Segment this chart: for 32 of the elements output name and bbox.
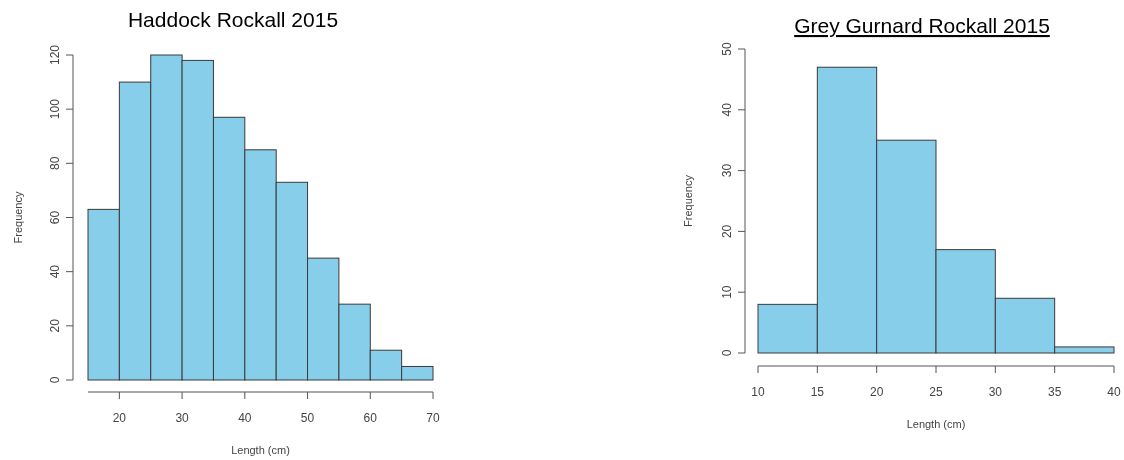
y-tick-label: 40: [48, 264, 62, 279]
y-axis-title: Frequency: [682, 174, 694, 227]
x-tick-label: 35: [1047, 385, 1062, 399]
x-tick-label: 40: [238, 411, 252, 425]
y-tick-label: 10: [720, 285, 734, 299]
x-tick-label: 10: [751, 385, 765, 399]
y-tick-label: 50: [720, 42, 734, 56]
x-tick-label: 40: [1107, 385, 1121, 399]
y-tick-label: 80: [48, 156, 62, 171]
x-axis-title: Length (cm): [231, 444, 290, 456]
x-tick-label: 70: [426, 411, 440, 425]
x-axis-title: Length (cm): [906, 418, 966, 430]
chart-title: Grey Gurnard Rockall 2015: [794, 14, 1050, 37]
x-tick-label: 30: [175, 411, 190, 425]
y-tick-label: 0: [720, 349, 734, 357]
y-tick-label: 30: [720, 163, 734, 178]
x-tick-label: 60: [363, 411, 378, 425]
x-tick-label: 20: [869, 385, 884, 399]
x-tick-label: 25: [929, 385, 943, 399]
y-tick-label: 20: [48, 318, 62, 333]
y-tick-label: 120: [48, 44, 62, 66]
chart-title: Haddock Rockall 2015: [127, 8, 339, 31]
x-tick-label: 15: [810, 385, 825, 399]
x-tick-label: 20: [112, 411, 127, 425]
x-tick-label: 50: [300, 411, 315, 425]
y-tick-label: 0: [48, 376, 62, 384]
y-tick-label: 40: [720, 102, 734, 117]
x-tick-label: 30: [988, 385, 1003, 399]
y-tick-label: 100: [48, 98, 62, 120]
y-axis-title: Frequency: [12, 191, 24, 244]
y-tick-label: 20: [720, 224, 734, 239]
y-tick-label: 60: [48, 210, 62, 225]
